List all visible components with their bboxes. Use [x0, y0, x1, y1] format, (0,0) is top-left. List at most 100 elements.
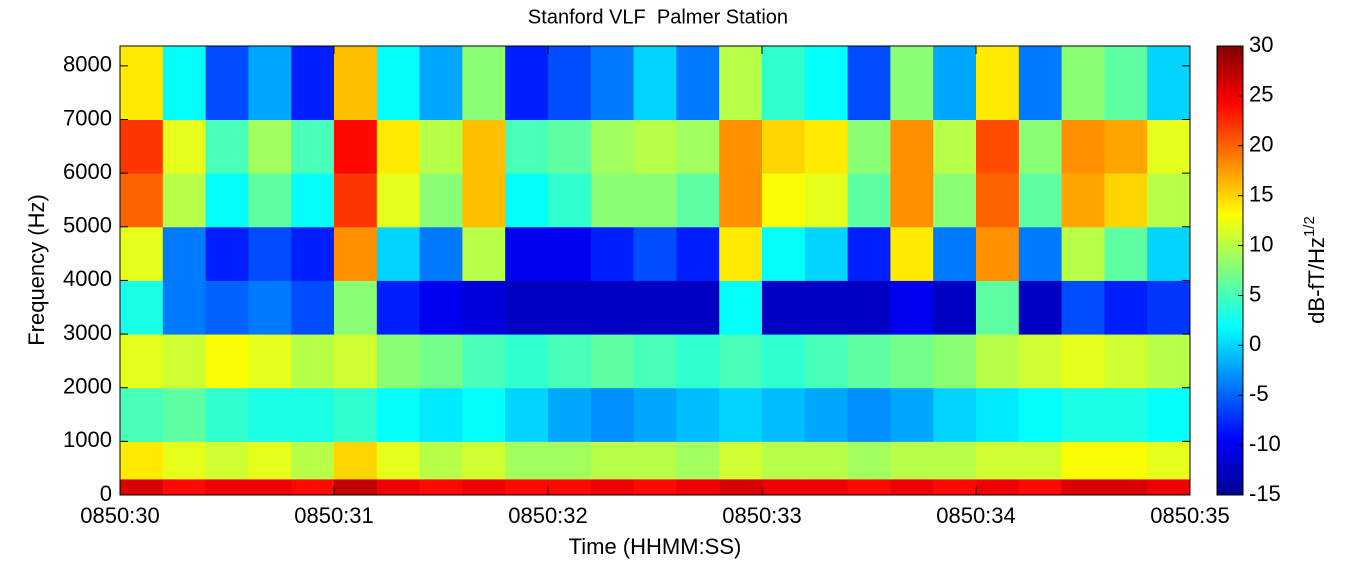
- heatmap-cell: [590, 280, 635, 335]
- heatmap-cell: [1061, 334, 1105, 389]
- heatmap-cell: [976, 119, 1020, 174]
- heatmap-cell: [334, 46, 378, 120]
- heatmap-cell: [1147, 441, 1191, 480]
- heatmap-cell: [1104, 441, 1148, 480]
- heatmap-cell: [1061, 46, 1105, 120]
- heatmap-cell: [762, 387, 806, 442]
- heatmap-cell: [120, 334, 164, 389]
- heatmap-cell: [633, 334, 677, 389]
- heatmap-cell: [890, 334, 934, 389]
- heatmap-cell: [676, 226, 720, 281]
- heatmap-cell: [676, 119, 720, 174]
- heatmap-cell: [676, 334, 720, 389]
- heatmap-cell: [804, 441, 849, 480]
- heatmap-cell: [1061, 173, 1105, 228]
- y-tick-label: 4000: [63, 266, 112, 291]
- plot-frame: [119, 45, 1191, 496]
- heatmap-cell: [120, 173, 164, 228]
- heatmap-cell: [248, 226, 292, 281]
- heatmap-cell: [890, 478, 934, 496]
- heatmap-cell: [334, 119, 378, 174]
- heatmap-cell: [419, 387, 463, 442]
- heatmap-cell: [1147, 226, 1191, 281]
- heatmap-cell: [890, 46, 934, 120]
- colorbar-tick-label: -5: [1249, 381, 1269, 406]
- heatmap-cell: [376, 280, 421, 335]
- heatmap-cell: [590, 387, 635, 442]
- heatmap-cell: [762, 119, 806, 174]
- heatmap-cell: [890, 387, 934, 442]
- heatmap-cell: [590, 441, 635, 480]
- heatmap-cell: [291, 46, 335, 120]
- x-tick-label: 0850:31: [294, 503, 374, 528]
- heatmap-cell: [1018, 119, 1063, 174]
- heatmap-cell: [120, 387, 164, 442]
- heatmap-cell: [505, 478, 549, 496]
- heatmap-cell: [291, 387, 335, 442]
- heatmap-cell: [505, 280, 549, 335]
- heatmap-cell: [1104, 46, 1148, 120]
- heatmap-cell: [205, 280, 249, 335]
- colorbar-tick-label: 20: [1249, 132, 1273, 157]
- heatmap-cell: [376, 119, 421, 174]
- heatmap-cell: [633, 46, 677, 120]
- heatmap-cell: [847, 334, 891, 389]
- heatmap-cell: [548, 226, 592, 281]
- heatmap-cell: [676, 478, 720, 496]
- heatmap-cell: [762, 173, 806, 228]
- heatmap-cell: [291, 226, 335, 281]
- heatmap-cell: [334, 173, 378, 228]
- heatmap-cell: [976, 334, 1020, 389]
- heatmap-cell: [890, 226, 934, 281]
- heatmap-cell: [1018, 280, 1063, 335]
- heatmap-cell: [933, 226, 977, 281]
- heatmap-cell: [419, 478, 463, 496]
- heatmap-cell: [933, 387, 977, 442]
- heatmap-cell: [248, 478, 292, 496]
- colorbar-tick-label: -15: [1249, 481, 1281, 506]
- heatmap-cell: [676, 46, 720, 120]
- heatmap-cell: [590, 119, 635, 174]
- heatmap-cell: [205, 173, 249, 228]
- heatmap-cell: [462, 478, 506, 496]
- colorbar-tick-label: 0: [1249, 331, 1261, 356]
- colorbar-frame: [1216, 45, 1244, 496]
- heatmap-cell: [205, 387, 249, 442]
- heatmap-cell: [462, 173, 506, 228]
- heatmap-cell: [1104, 280, 1148, 335]
- heatmap-cell: [590, 226, 635, 281]
- heatmap-cell: [719, 46, 763, 120]
- x-tick-label: 0850:35: [1150, 503, 1230, 528]
- heatmap-cell: [847, 46, 891, 120]
- heatmap-cell: [505, 441, 549, 480]
- colorbar-tick-label: 15: [1249, 181, 1273, 206]
- heatmap-cell: [804, 280, 849, 335]
- heatmap-cell: [933, 173, 977, 228]
- heatmap-cell: [976, 478, 1020, 496]
- heatmap-cell: [676, 387, 720, 442]
- heatmap-cell: [548, 478, 592, 496]
- heatmap-cell: [1147, 280, 1191, 335]
- heatmap-cell: [419, 173, 463, 228]
- colorbar: [1217, 46, 1243, 495]
- heatmap-cell: [162, 478, 207, 496]
- x-tick-label: 0850:30: [80, 503, 160, 528]
- heatmap-cell: [1104, 387, 1148, 442]
- heatmap-cell: [1018, 226, 1063, 281]
- colorbar-label-sup: 1/2: [1301, 216, 1318, 237]
- heatmap-cell: [804, 387, 849, 442]
- heatmap-cell: [248, 334, 292, 389]
- heatmap-cell: [376, 173, 421, 228]
- heatmap-cell: [890, 119, 934, 174]
- heatmap-cell: [505, 387, 549, 442]
- heatmap-cell: [462, 280, 506, 335]
- heatmap-cell: [248, 173, 292, 228]
- heatmap: [120, 46, 1191, 496]
- heatmap-cell: [419, 334, 463, 389]
- heatmap-cell: [1018, 478, 1063, 496]
- heatmap-cell: [120, 478, 164, 496]
- heatmap-cell: [462, 119, 506, 174]
- heatmap-cell: [976, 441, 1020, 480]
- heatmap-cell: [890, 280, 934, 335]
- heatmap-cell: [419, 226, 463, 281]
